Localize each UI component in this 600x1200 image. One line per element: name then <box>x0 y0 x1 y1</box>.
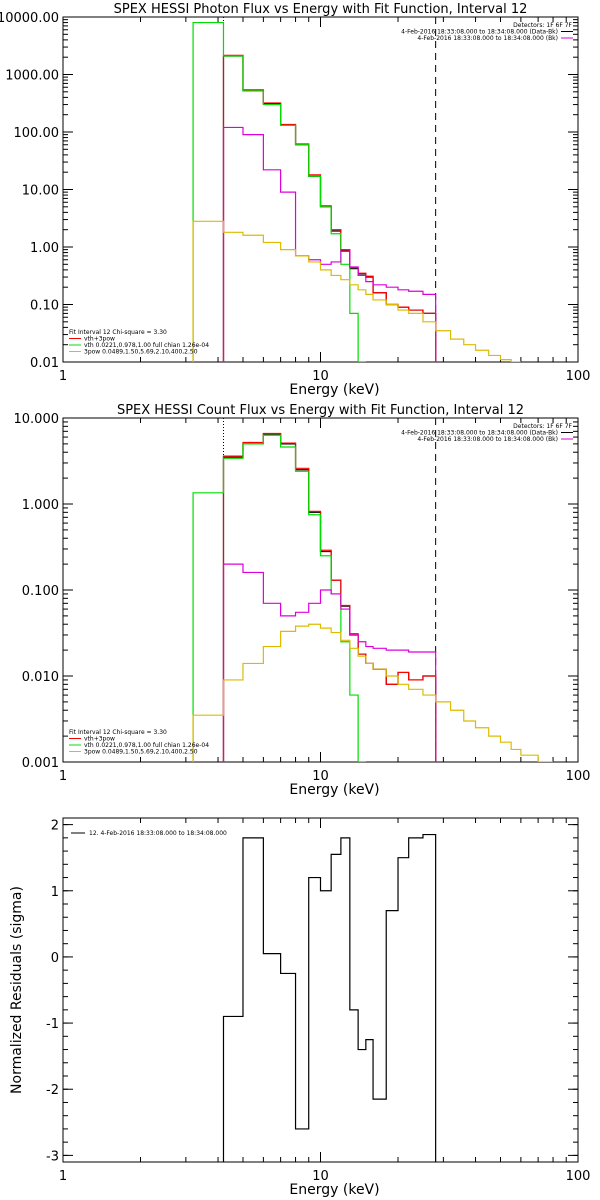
y-tick-label: -3 <box>46 1149 59 1164</box>
x-axis-label: Energy (keV) <box>289 382 379 398</box>
x-axis: 1 10 100 Energy (keV) <box>59 17 591 398</box>
series-pow <box>192 220 521 362</box>
legend-entry: 12. 4-Feb-2016 18:33:08.000 to 18:34:08.… <box>89 830 227 837</box>
series-residuals <box>222 833 437 1162</box>
x-axis-label: Energy (keV) <box>289 782 379 798</box>
legend-bottom-entry: vth+3pow <box>84 736 115 743</box>
y-tick-label: 0 <box>51 951 59 966</box>
x-tick-label: 10 <box>312 1169 329 1184</box>
legend-top-entry: 4-Feb-2016 18:33:08.000 to 18:34:08.000 … <box>401 430 558 437</box>
series-bkg <box>222 563 437 762</box>
plot-area <box>192 17 521 362</box>
y-tick-label: 1.000 <box>22 498 59 513</box>
plot-frame <box>62 817 579 1163</box>
y-axis: -3 -2 -1 0 1 2 Normalized Residuals (sigma) <box>9 819 578 1164</box>
legend-bottom-entry: vth 0.0221,0.978,1.00 full chian 1.26e-0… <box>84 742 209 749</box>
legend-bottom-entry: Fit Interval 12 Chi-square = 3.30 <box>69 329 167 336</box>
legend-top-entry: Detectors: 1F 6F 7F <box>513 22 572 29</box>
series-data <box>222 55 437 362</box>
legend-bottom-entry: 3pow 0.0489,1.50,5.69,2.10,400,2.50 <box>84 349 198 356</box>
y-tick-label: 0.10 <box>30 299 59 314</box>
y-tick-label: 1 <box>51 885 59 900</box>
y-tick-label: -2 <box>46 1083 59 1098</box>
x-axis-label: Energy (keV) <box>289 1182 379 1198</box>
y-tick-label: 2 <box>51 819 59 834</box>
y-axis-label: Normalized Residuals (sigma) <box>9 886 25 1094</box>
plot-area <box>222 833 437 1162</box>
legend-top-entry: 4-Feb-2016 18:33:08.000 to 18:34:08.000 … <box>417 436 558 443</box>
y-tick-label: -1 <box>46 1017 59 1032</box>
chart-2: 1 10 100 Energy (keV) 0.001 0.010 0.100 1.000 10… <box>14 403 591 798</box>
x-tick-label: 100 <box>566 369 591 384</box>
chart-1: 1 10 100 Energy (keV) 0.01 0.10 1.00 10.00 100.0… <box>0 2 590 398</box>
chart-title: SPEX HESSI Photon Flux vs Energy with Fi… <box>114 2 528 17</box>
y-tick-label: 1000.00 <box>5 69 59 84</box>
chart-title: SPEX HESSI Count Flux vs Energy with Fit… <box>117 403 524 418</box>
x-tick-label: 1 <box>59 369 67 384</box>
legend-bottom-entry: 3pow 0.0489,1.50,5.69,2.10,400,2.50 <box>84 749 198 756</box>
y-tick-label: 100.00 <box>14 126 60 141</box>
series-pow <box>192 623 554 762</box>
y-tick-label: 0.001 <box>22 756 59 771</box>
legend-bottom-entry: Fit Interval 12 Chi-square = 3.30 <box>69 729 167 736</box>
y-tick-label: 10.00 <box>22 184 59 199</box>
legend-top-entry: 4-Feb-2016 18:33:08.000 to 18:34:08.000 … <box>417 35 558 42</box>
chart-3: 1 10 100 Energy (keV) -3 -2 -1 0 1 2 Normalized Re… <box>9 817 591 1198</box>
y-tick-label: 10.000 <box>14 412 60 427</box>
series-data_red <box>222 432 437 762</box>
legend-top-entry: 4-Feb-2016 18:33:08.000 to 18:34:08.000 … <box>401 29 558 36</box>
legend-top-entry: Detectors: 1F 6F 7F <box>513 423 572 430</box>
legend-bottom-entry: vth 0.0221,0.978,1.00 full chian 1.26e-0… <box>84 342 209 349</box>
x-tick-label: 10 <box>312 769 329 784</box>
series-data_red <box>222 54 437 362</box>
x-tick-label: 100 <box>566 1169 591 1184</box>
series-data <box>222 433 437 762</box>
series-bkg <box>222 126 437 362</box>
y-axis: 0.01 0.10 1.00 10.00 100.00 1000.00 10000.00 <box>0 11 578 371</box>
plot-area <box>192 418 554 762</box>
x-axis: 1 10 100 Energy (keV) <box>59 818 591 1198</box>
x-tick-label: 10 <box>312 369 329 384</box>
y-tick-label: 1.00 <box>30 241 59 256</box>
y-tick-label: 0.01 <box>30 356 59 371</box>
x-tick-label: 1 <box>59 1169 67 1184</box>
y-axis: 0.001 0.010 0.100 1.000 10.000 <box>14 412 578 771</box>
y-tick-label: 0.100 <box>22 584 59 599</box>
series-vth <box>192 434 366 762</box>
series-vth <box>192 21 366 362</box>
x-tick-label: 1 <box>59 769 67 784</box>
y-tick-label: 10000.00 <box>0 11 59 26</box>
y-tick-label: 0.010 <box>22 670 59 685</box>
x-axis: 1 10 100 Energy (keV) <box>59 418 591 798</box>
legend-bottom-entry: vth+3pow <box>84 336 115 343</box>
x-tick-label: 100 <box>566 769 591 784</box>
